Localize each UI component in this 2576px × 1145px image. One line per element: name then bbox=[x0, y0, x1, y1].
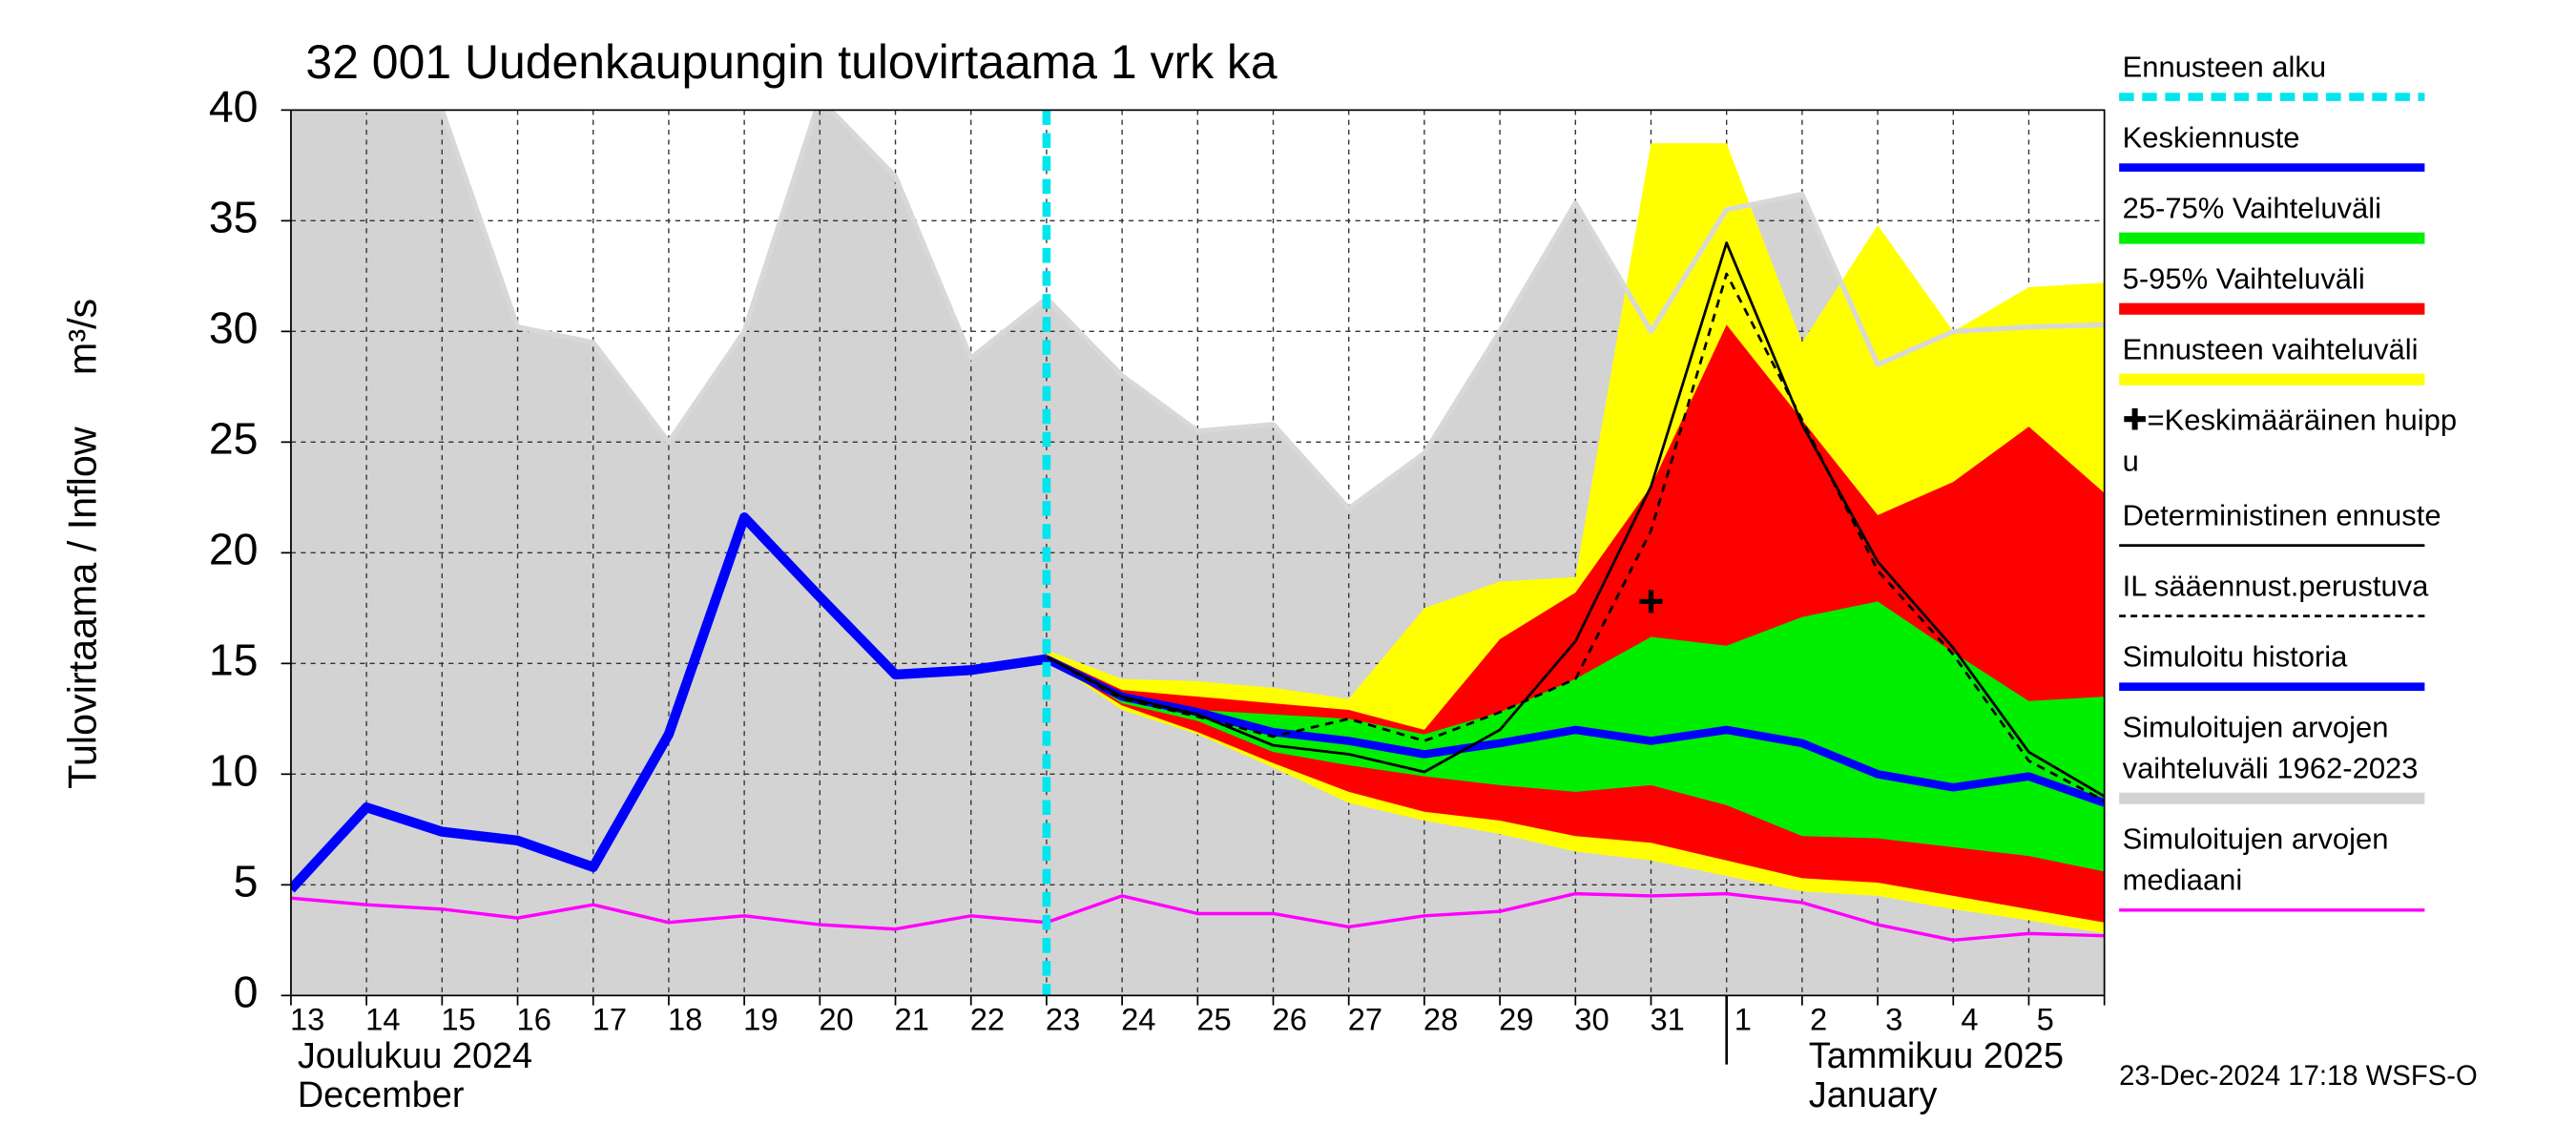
y-tick-label: 25 bbox=[209, 414, 259, 464]
x-tick-label: 25 bbox=[1196, 1002, 1231, 1037]
y-tick-label: 20 bbox=[209, 525, 259, 574]
month-label: Tammikuu 2025 bbox=[1809, 1036, 2064, 1076]
plot bbox=[290, 110, 2105, 996]
x-tick-label: 5 bbox=[2037, 1002, 2054, 1037]
x-tick-label: 2 bbox=[1810, 1002, 1827, 1037]
legend-label: 25-75% Vaihteluväli bbox=[2123, 192, 2381, 225]
y-tick-label: 35 bbox=[209, 193, 259, 242]
x-tick-label: 20 bbox=[819, 1002, 853, 1037]
series-line bbox=[1046, 241, 2105, 798]
y-axis-unit: m³/s bbox=[61, 299, 105, 375]
x-tick-label: 21 bbox=[895, 1002, 929, 1037]
legend-label: Simuloitu historia bbox=[2123, 640, 2349, 674]
series-line bbox=[1046, 272, 2105, 802]
x-tick-label: 16 bbox=[517, 1002, 551, 1037]
legend-label: u bbox=[2123, 445, 2139, 478]
chart-title: 32 001 Uudenkaupungin tulovirtaama 1 vrk… bbox=[305, 35, 1277, 89]
series-line bbox=[290, 110, 2105, 511]
range-band bbox=[1046, 601, 2105, 872]
x-tick-label: 4 bbox=[1961, 1002, 1978, 1037]
x-tick-label: 30 bbox=[1574, 1002, 1609, 1037]
x-tick-label: 15 bbox=[441, 1002, 475, 1037]
month-label: Joulukuu 2024 bbox=[298, 1036, 532, 1076]
x-tick-label: 26 bbox=[1273, 1002, 1307, 1037]
legend-label: Simuloitujen arvojen bbox=[2123, 822, 2389, 856]
y-tick-label: 30 bbox=[209, 303, 259, 353]
y-tick-label: 10 bbox=[209, 746, 259, 796]
x-tick-label: 27 bbox=[1348, 1002, 1382, 1037]
legend-label: ✚=Keskimääräinen huipp bbox=[2123, 404, 2457, 437]
x-tick-label: 13 bbox=[290, 1002, 324, 1037]
x-tick-label: 29 bbox=[1499, 1002, 1533, 1037]
series-line bbox=[290, 891, 2105, 943]
x-tick-label: 19 bbox=[743, 1002, 778, 1037]
x-tick-label: 28 bbox=[1423, 1002, 1458, 1037]
x-tick-label: 3 bbox=[1885, 1002, 1902, 1037]
x-tick-label: 17 bbox=[592, 1002, 627, 1037]
peak-marker bbox=[1639, 590, 1663, 614]
plot-frame bbox=[290, 109, 2106, 997]
x-tick-label: 14 bbox=[365, 1002, 400, 1037]
y-tick-label: 0 bbox=[234, 968, 259, 1017]
legend-label: Ennusteen vaihteluväli bbox=[2123, 333, 2419, 366]
x-tick-label: 22 bbox=[970, 1002, 1005, 1037]
legend-label: mediaani bbox=[2123, 864, 2243, 897]
legend-label: Simuloitujen arvojen bbox=[2123, 711, 2389, 744]
y-axis-label: Tulovirtaama / Inflow bbox=[61, 427, 105, 789]
legend-label: Keskiennuste bbox=[2123, 121, 2300, 155]
legend-label: Ennusteen alku bbox=[2123, 50, 2327, 83]
y-tick-label: 40 bbox=[209, 82, 259, 132]
series-line bbox=[1044, 655, 2105, 807]
x-tick-label: 18 bbox=[668, 1002, 702, 1037]
legend-label: 5-95% Vaihteluväli bbox=[2123, 262, 2365, 296]
timestamp: 23-Dec-2024 17:18 WSFS-O bbox=[2119, 1061, 2478, 1092]
y-tick-label: 15 bbox=[209, 635, 259, 685]
legend-label: vaihteluväli 1962-2023 bbox=[2123, 752, 2419, 785]
month-label: December bbox=[298, 1075, 465, 1115]
month-label: January bbox=[1809, 1075, 1938, 1115]
legend-label: Deterministinen ennuste bbox=[2123, 499, 2441, 532]
legend-label: IL sääennust.perustuva bbox=[2123, 570, 2430, 603]
series-line bbox=[290, 512, 1048, 893]
y-tick-label: 5 bbox=[234, 857, 259, 906]
x-tick-label: 1 bbox=[1735, 1002, 1752, 1037]
x-tick-label: 23 bbox=[1046, 1002, 1080, 1037]
x-tick-label: 24 bbox=[1121, 1002, 1155, 1037]
x-tick-label: 31 bbox=[1651, 1002, 1685, 1037]
